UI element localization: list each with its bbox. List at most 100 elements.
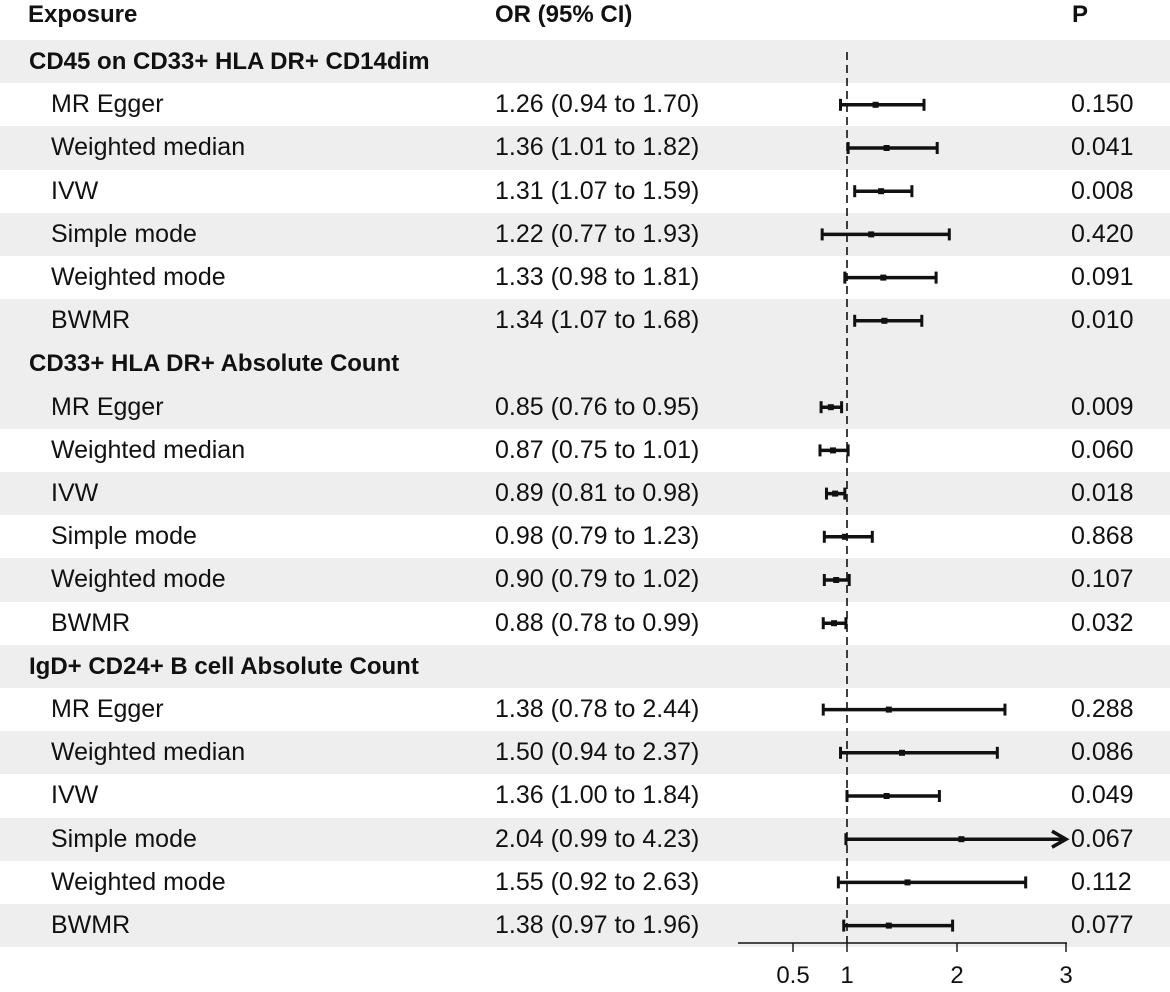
header-p: P [1072, 1, 1089, 28]
method-name: Weighted median [51, 133, 246, 162]
method-name: MR Egger [51, 695, 164, 723]
header-exposure: Exposure [28, 1, 138, 28]
method-name: IVW [51, 781, 99, 810]
table-row: Weighted mode 1.33 (0.98 to 1.81) 0.091 [0, 256, 1170, 299]
point-estimate [958, 836, 965, 843]
point-estimate [833, 577, 840, 583]
point-estimate [904, 879, 911, 886]
point-estimate [883, 145, 890, 151]
p-value: 0.010 [1071, 306, 1134, 335]
or-ci-text: 1.36 (1.01 to 1.82) [495, 133, 700, 162]
point-estimate [841, 533, 848, 540]
table-row: IVW 1.36 (1.00 to 1.84) 0.049 [0, 774, 1170, 817]
table-row: BWMR 1.38 (0.97 to 1.96) 0.077 [0, 904, 1170, 948]
point-estimate [872, 101, 879, 108]
p-value: 0.112 [1071, 867, 1132, 896]
table-row: Weighted mode 1.55 (0.92 to 2.63) 0.112 [0, 861, 1170, 904]
point-estimate [829, 447, 836, 454]
table-row: IVW 0.89 (0.81 to 0.98) 0.018 [0, 472, 1170, 516]
or-ci-text: 0.90 (0.79 to 1.02) [495, 565, 700, 594]
group-header-row: CD33+ HLA DR+ Absolute Count [0, 342, 1170, 386]
or-ci-text: 0.89 (0.81 to 0.98) [495, 479, 700, 507]
p-value: 0.060 [1071, 435, 1134, 464]
or-ci-text: 1.22 (0.77 to 1.93) [495, 219, 700, 248]
table-row: MR Egger 0.85 (0.76 to 0.95) 0.009 [0, 385, 1170, 429]
group-label: CD45 on CD33+ HLA DR+ CD14dim [29, 48, 430, 75]
table-row: Simple mode 0.98 (0.79 to 1.23) 0.868 [0, 515, 1170, 558]
or-ci-text: 1.50 (0.94 to 2.37) [495, 738, 700, 767]
p-value: 0.067 [1071, 824, 1134, 853]
point-estimate [885, 922, 892, 929]
table-row: MR Egger 1.26 (0.94 to 1.70) 0.150 [0, 83, 1170, 126]
or-ci-text: 1.34 (1.07 to 1.68) [495, 306, 700, 335]
point-estimate [832, 490, 839, 497]
table-row: MR Egger 1.38 (0.78 to 2.44) 0.288 [0, 688, 1170, 731]
method-name: BWMR [51, 608, 131, 637]
p-value: 0.041 [1071, 133, 1134, 162]
or-ci-text: 2.04 (0.99 to 4.23) [495, 824, 700, 853]
point-estimate [868, 231, 875, 238]
p-value: 0.009 [1071, 392, 1134, 421]
point-estimate [883, 793, 890, 799]
method-name: Simple mode [51, 219, 197, 248]
method-name: Weighted mode [51, 867, 226, 896]
group-header-row: IgD+ CD24+ B cell Absolute Count [0, 644, 1170, 688]
or-ci-text: 0.88 (0.78 to 0.99) [495, 608, 700, 637]
or-ci-text: 1.31 (1.07 to 1.59) [495, 176, 700, 205]
p-value: 0.049 [1071, 781, 1134, 810]
or-ci-text: 0.87 (0.75 to 1.01) [495, 435, 700, 464]
or-ci-text: 1.38 (0.78 to 2.44) [495, 695, 700, 723]
method-name: Simple mode [51, 522, 197, 551]
or-ci-text: 0.98 (0.79 to 1.23) [495, 522, 700, 551]
group-label: CD33+ HLA DR+ Absolute Count [29, 350, 400, 378]
or-ci-text: 0.85 (0.76 to 0.95) [495, 392, 700, 421]
p-value: 0.868 [1071, 522, 1134, 551]
p-value: 0.032 [1071, 608, 1134, 637]
method-name: Simple mode [51, 824, 197, 853]
p-value: 0.008 [1071, 176, 1134, 205]
table-row: Simple mode 1.22 (0.77 to 1.93) 0.420 [0, 212, 1170, 256]
table-row: BWMR 1.34 (1.07 to 1.68) 0.010 [0, 299, 1170, 343]
p-value: 0.107 [1071, 565, 1134, 594]
point-estimate [885, 706, 892, 713]
p-value: 0.018 [1071, 479, 1134, 507]
method-name: Weighted mode [51, 263, 226, 291]
method-name: Weighted median [51, 738, 246, 767]
ci-arrow [1051, 829, 1070, 849]
method-name: BWMR [51, 306, 131, 335]
p-value: 0.288 [1071, 695, 1134, 723]
method-name: IVW [51, 176, 99, 205]
or-ci-text: 1.33 (0.98 to 1.81) [495, 263, 700, 291]
method-name: BWMR [51, 911, 131, 939]
table-row: Weighted median 0.87 (0.75 to 1.01) 0.060 [0, 429, 1170, 472]
table-row: Weighted mode 0.90 (0.79 to 1.02) 0.107 [0, 558, 1170, 602]
method-name: Weighted median [51, 435, 246, 464]
point-estimate [827, 404, 834, 411]
method-name: Weighted mode [51, 565, 226, 594]
point-estimate [878, 188, 885, 195]
x-tick-label: 1 [840, 962, 853, 989]
method-name: MR Egger [51, 392, 164, 421]
table-row: IVW 1.31 (1.07 to 1.59) 0.008 [0, 170, 1170, 213]
header-or-ci: OR (95% CI) [495, 1, 633, 28]
x-tick-label: 3 [1059, 962, 1072, 989]
method-name: MR Egger [51, 90, 164, 119]
point-estimate [880, 274, 887, 281]
x-tick-label: 0.5 [776, 962, 809, 989]
or-ci-text: 1.26 (0.94 to 1.70) [495, 90, 700, 119]
or-ci-text: 1.36 (1.00 to 1.84) [495, 781, 700, 810]
p-value: 0.086 [1071, 738, 1134, 767]
point-estimate [881, 317, 888, 324]
or-ci-text: 1.38 (0.97 to 1.96) [495, 911, 700, 939]
point-estimate [899, 749, 905, 756]
p-value: 0.150 [1071, 90, 1134, 119]
method-name: IVW [51, 479, 99, 507]
p-value: 0.077 [1071, 911, 1134, 939]
p-value: 0.420 [1071, 219, 1134, 248]
or-ci-text: 1.55 (0.92 to 2.63) [495, 867, 700, 896]
table-row: Weighted median 1.36 (1.01 to 1.82) 0.041 [0, 126, 1170, 170]
group-header-row: CD45 on CD33+ HLA DR+ CD14dim [0, 40, 1170, 84]
table-row: BWMR 0.88 (0.78 to 0.99) 0.032 [0, 602, 1170, 645]
